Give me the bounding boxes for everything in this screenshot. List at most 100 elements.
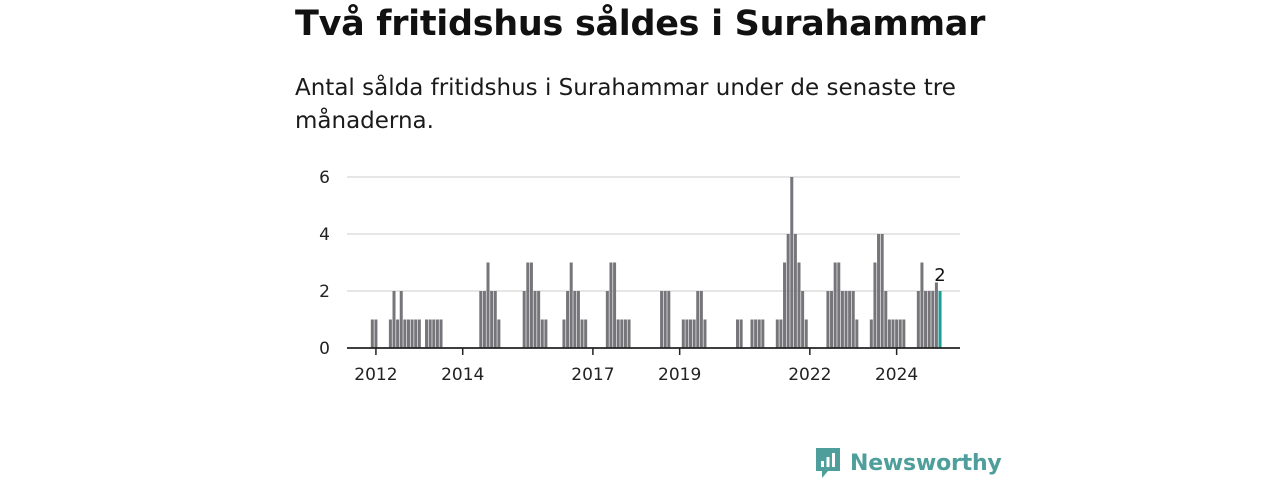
bar	[396, 319, 400, 348]
bar	[790, 177, 794, 348]
x-tick-label: 2022	[788, 365, 831, 385]
bar	[833, 262, 837, 348]
bar	[493, 291, 497, 348]
bar	[696, 291, 700, 348]
bar	[533, 291, 537, 348]
x-tick-label: 2024	[875, 365, 918, 385]
bar	[934, 282, 938, 348]
bar	[761, 319, 765, 348]
bar	[837, 262, 841, 348]
x-tick-label: 2017	[571, 365, 614, 385]
bar	[609, 262, 613, 348]
bar	[439, 319, 443, 348]
bar	[522, 291, 526, 348]
bar	[739, 319, 743, 348]
bar	[428, 319, 432, 348]
highlight-bar	[938, 291, 942, 348]
bar	[830, 291, 834, 348]
bar	[562, 319, 566, 348]
bar	[887, 319, 891, 348]
bar	[873, 262, 877, 348]
x-tick-label: 2014	[441, 365, 484, 385]
bar	[580, 319, 584, 348]
bar	[754, 319, 758, 348]
bar	[848, 291, 852, 348]
bar	[880, 234, 884, 348]
chart-subtitle: Antal sålda fritidshus i Surahammar unde…	[295, 75, 956, 134]
bar	[490, 291, 494, 348]
bar	[435, 319, 439, 348]
bar	[692, 319, 696, 348]
bar	[414, 319, 418, 348]
bar	[877, 234, 881, 348]
brand-name: Newsworthy	[850, 450, 1002, 476]
x-tick-label: 2019	[658, 365, 701, 385]
bar	[432, 319, 436, 348]
bar	[667, 291, 671, 348]
y-tick-label: 4	[319, 225, 330, 245]
bar	[486, 262, 490, 348]
bar	[757, 319, 761, 348]
bar	[479, 291, 483, 348]
bar	[793, 234, 797, 348]
bar	[374, 319, 378, 348]
bar	[851, 291, 855, 348]
bar	[410, 319, 414, 348]
bar	[902, 319, 906, 348]
y-tick-label: 0	[319, 339, 330, 359]
bar	[399, 291, 403, 348]
bar	[544, 319, 548, 348]
bar	[840, 291, 844, 348]
bar	[891, 319, 895, 348]
bar	[623, 319, 627, 348]
bar	[895, 319, 899, 348]
bar	[370, 319, 374, 348]
bar	[916, 291, 920, 348]
bar	[884, 291, 888, 348]
brand-logo: Newsworthy	[814, 446, 1002, 480]
bar	[660, 291, 664, 348]
bar	[801, 291, 805, 348]
bar	[750, 319, 754, 348]
bar	[388, 319, 392, 348]
bar	[663, 291, 667, 348]
bar	[927, 291, 931, 348]
bar	[898, 319, 902, 348]
y-tick-label: 2	[319, 282, 330, 302]
bar	[425, 319, 429, 348]
bar	[931, 291, 935, 348]
bar	[537, 291, 541, 348]
bar	[526, 262, 530, 348]
bar	[605, 291, 609, 348]
bar	[616, 319, 620, 348]
bar	[497, 319, 501, 348]
bar	[703, 319, 707, 348]
y-tick-label: 6	[319, 168, 330, 188]
bar	[403, 319, 407, 348]
bar	[804, 319, 808, 348]
bar	[685, 319, 689, 348]
x-tick-label: 2012	[354, 365, 397, 385]
data-label: 2	[934, 265, 945, 286]
chart-title: Två fritidshus såldes i Surahammar	[295, 4, 986, 44]
bar	[689, 319, 693, 348]
bar	[775, 319, 779, 348]
bar	[392, 291, 396, 348]
bar	[786, 234, 790, 348]
bar	[620, 319, 624, 348]
bar	[482, 291, 486, 348]
bar	[569, 262, 573, 348]
bar	[826, 291, 830, 348]
bar	[613, 262, 617, 348]
bar	[924, 291, 928, 348]
bar	[566, 291, 570, 348]
bar	[627, 319, 631, 348]
bar	[699, 291, 703, 348]
bar	[797, 262, 801, 348]
bar	[529, 262, 533, 348]
bar	[920, 262, 924, 348]
bar	[681, 319, 685, 348]
bar	[779, 319, 783, 348]
bar	[736, 319, 740, 348]
